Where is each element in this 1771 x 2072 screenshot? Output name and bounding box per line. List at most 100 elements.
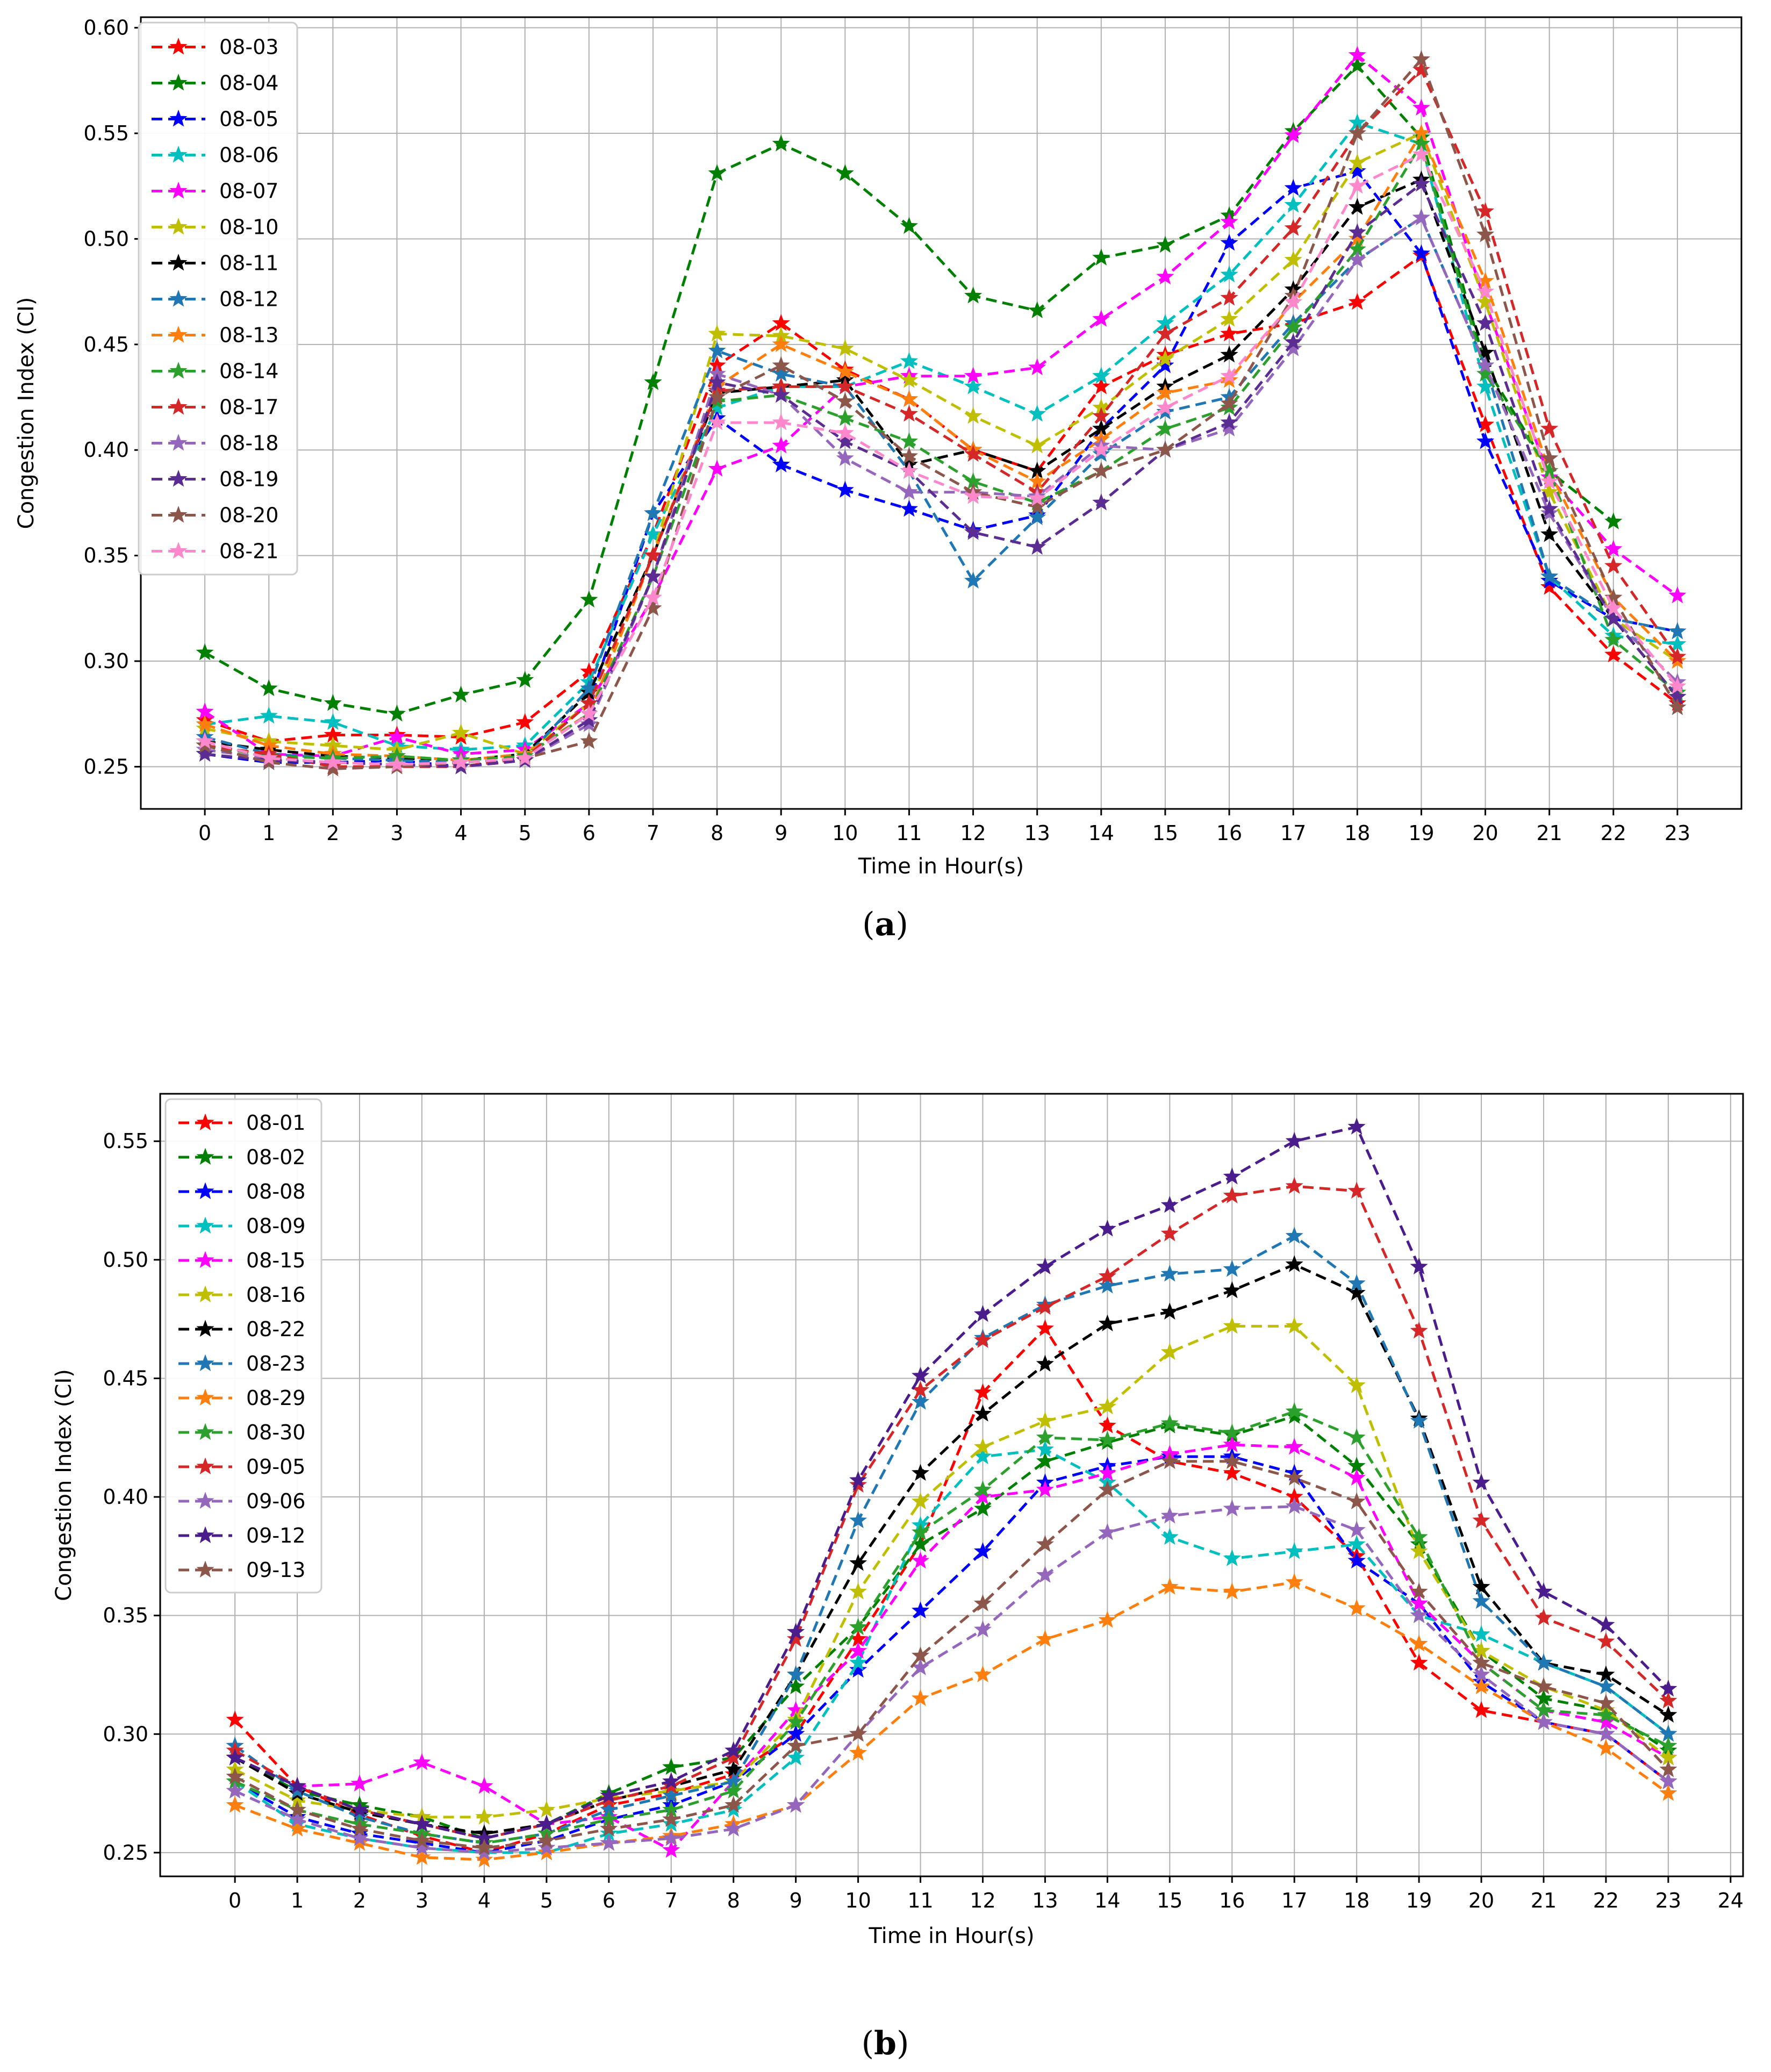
data-point: [1223, 1582, 1241, 1600]
data-point: [973, 1620, 992, 1638]
data-point: [973, 1437, 992, 1455]
data-point: [1535, 1653, 1553, 1671]
data-point: [1410, 1653, 1428, 1671]
legend-marker: [196, 1113, 214, 1131]
x-tick-label: 5: [540, 1889, 553, 1912]
data-point: [1284, 250, 1302, 268]
data-point: [350, 1829, 369, 1846]
data-point: [413, 1838, 431, 1856]
data-point: [973, 1383, 992, 1401]
x-tick-label: 21: [1531, 1889, 1557, 1912]
data-point: [1412, 208, 1430, 226]
x-tick-label: 24: [1718, 1889, 1744, 1912]
data-point: [1223, 1167, 1241, 1185]
data-point: [772, 436, 790, 454]
x-tick-label: 6: [603, 1889, 615, 1912]
data-point: [1285, 1468, 1303, 1486]
data-point: [662, 1841, 680, 1858]
legend-label: 08-23: [246, 1352, 305, 1375]
data-point: [1223, 1186, 1241, 1203]
data-point: [413, 1831, 431, 1848]
data-point: [725, 1781, 743, 1799]
x-tick-label: 8: [727, 1889, 740, 1912]
data-point: [900, 447, 919, 464]
data-point: [1410, 1528, 1428, 1545]
data-point: [911, 1523, 930, 1540]
data-point: [900, 390, 919, 407]
data-point: [836, 424, 854, 441]
data-point: [1472, 1665, 1490, 1683]
data-point: [662, 1810, 680, 1827]
data-point: [1597, 1705, 1615, 1723]
data-point: [1604, 556, 1623, 574]
data-point: [324, 713, 342, 730]
legend-marker: [169, 470, 188, 487]
data-point: [1092, 248, 1110, 266]
data-point: [1220, 265, 1238, 283]
legend: 08-03 08-04 08-05 08-06 08-07 08-10 08-11 08-12…: [138, 21, 298, 576]
legend-label: 08-21: [219, 540, 278, 563]
data-point: [911, 1366, 930, 1384]
y-tick-label: 0.50: [83, 227, 129, 250]
series-line: [234, 1443, 1669, 1852]
x-tick-label: 9: [775, 821, 787, 845]
data-point: [1223, 1435, 1241, 1453]
data-point: [836, 362, 854, 379]
data-point: [1160, 1452, 1179, 1469]
legend-label: 09-13: [246, 1558, 305, 1582]
data-point: [849, 1582, 867, 1600]
data-point: [1597, 1632, 1615, 1650]
data-point: [900, 462, 919, 479]
series-line: [234, 1324, 1669, 1819]
x-tick-label: 10: [845, 1889, 871, 1912]
data-point: [1347, 1492, 1366, 1509]
data-point: [1092, 367, 1110, 384]
x-tick-label: 4: [478, 1889, 491, 1912]
data-point: [1036, 1535, 1054, 1552]
grid: [160, 1094, 1743, 1876]
data-point: [1597, 1615, 1615, 1633]
x-axis-label: Time in Hour(s): [868, 1924, 1034, 1948]
chart-b-svg: 0 1 2 3 4 5 6 7 8 9 10 11 12 13 14 15 16 17 18 19 20 21 22 23 24…: [52, 1093, 1744, 2062]
series-line: [234, 1581, 1669, 1861]
data-point: [900, 352, 919, 369]
data-point: [260, 706, 278, 724]
data-point: [772, 356, 790, 374]
data-point: [1156, 419, 1174, 437]
data-point: [1220, 212, 1238, 230]
data-point: [1223, 1549, 1241, 1566]
legend: 08-01 08-02 08-08 08-09 08-15 08-16 08-22 08-23…: [164, 1098, 322, 1594]
legend-marker: [196, 1388, 214, 1406]
legend-label: 08-19: [219, 468, 278, 491]
data-point: [849, 1660, 867, 1678]
data-point: [1476, 314, 1495, 331]
data-point: [662, 1772, 680, 1789]
data-point: [1092, 310, 1110, 327]
data-point: [644, 373, 662, 390]
data-point: [260, 749, 278, 766]
series-09-12: [226, 1117, 1677, 1846]
data-point: [537, 1838, 556, 1856]
data-point: [1476, 202, 1495, 219]
data-point: [1604, 599, 1623, 616]
data-point: [288, 1810, 306, 1827]
data-point: [1285, 1316, 1303, 1334]
legend-marker: [169, 146, 188, 163]
data-point: [600, 1819, 618, 1837]
data-point: [911, 1551, 930, 1569]
chart-b: 0 1 2 3 4 5 6 7 8 9 10 11 12 13 14 15 16 17 18 19 20 21 22 23 24…: [0, 1053, 1771, 2070]
x-axis-label: Time in Hour(s): [858, 854, 1024, 879]
data-point: [708, 373, 726, 390]
x-tick-label: 7: [647, 821, 659, 845]
data-point: [196, 732, 214, 749]
legend-marker: [196, 1182, 214, 1200]
x-tick-label: 15: [1152, 821, 1178, 845]
data-point: [1535, 1582, 1553, 1600]
data-point: [1347, 1428, 1366, 1445]
data-point: [1412, 244, 1430, 262]
data-point: [350, 1801, 369, 1818]
data-point: [1156, 324, 1174, 342]
data-point: [1597, 1724, 1615, 1742]
data-point: [475, 1808, 493, 1825]
data-point: [196, 643, 214, 661]
